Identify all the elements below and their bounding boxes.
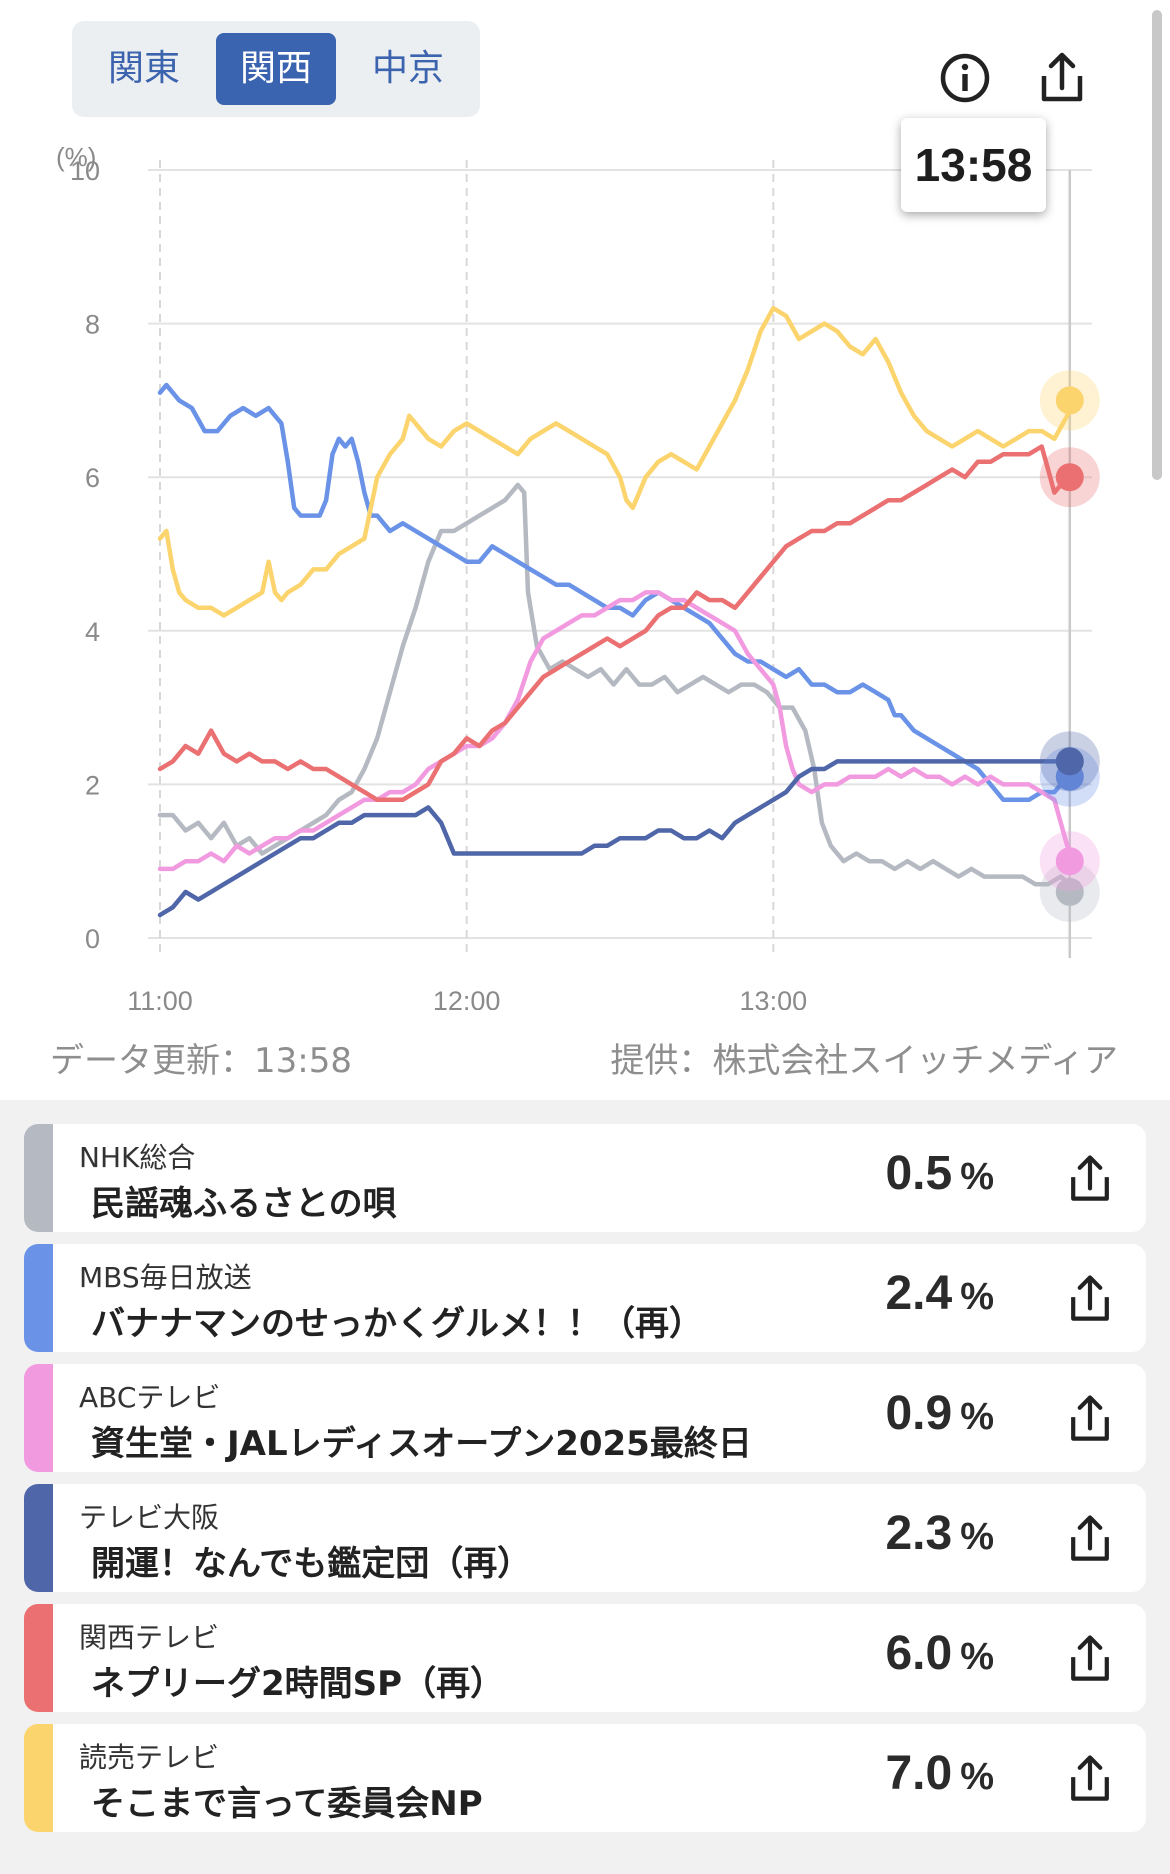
ratings-line-chart: 0 2 4 6 8 10 11:00 12:00 13:00 (%) [56,142,1100,1010]
channel-name: ABCテレビ [79,1381,221,1414]
program-card-ktv[interactable]: 関西テレビ ネプリーグ2時間SP（再） 6.0% [24,1604,1146,1712]
channel-color-bar [24,1364,53,1472]
tab-kanto[interactable]: 関東 [107,48,180,89]
series-end-dot-2 [1055,847,1084,876]
share-icon[interactable] [1062,1271,1118,1327]
x-tick-label: 11:00 [127,986,193,1010]
channel-color-bar [24,1244,53,1352]
program-card-tvo[interactable]: テレビ大阪 開運！なんでも鑑定団（再） 2.3% [24,1484,1146,1592]
series-line-3 [157,759,1080,918]
share-icon[interactable] [1062,1391,1118,1447]
channel-color-bar [24,1724,53,1832]
program-card-mbs[interactable]: MBS毎日放送 バナナマンのせっかくグルメ！！（再） 2.4% [24,1244,1146,1352]
program-title: バナナマンのせっかくグルメ！！（再） [91,1304,703,1344]
channel-color-bar [24,1604,53,1712]
y-tick-label: 2 [85,770,100,800]
series-line-2 [157,590,1080,872]
share-icon[interactable] [1062,1511,1118,1567]
channel-color-bar [24,1484,53,1592]
program-title: そこまで言って委員会NP [91,1784,483,1824]
channel-name: テレビ大阪 [79,1501,220,1534]
program-card-ytv[interactable]: 読売テレビ そこまで言って委員会NP 7.0% [24,1724,1146,1832]
chart-grid: 0 2 4 6 8 10 11:00 12:00 13:00 [70,156,1092,1010]
rating-value: 2.4% [885,1267,994,1320]
series-end-dot-3 [1055,747,1084,776]
program-title: 資生堂・JALレディスオープン2025最終日 [91,1424,752,1464]
series-end-dot-0 [1055,877,1084,906]
program-card-nhk[interactable]: NHK総合 民謡魂ふるさとの唄 0.5% [24,1124,1146,1232]
rating-value: 6.0% [885,1627,994,1680]
y-tick-label: 6 [85,463,100,493]
x-tick-label: 13:00 [740,986,808,1010]
series-line-0 [157,482,1080,895]
channel-name: NHK総合 [79,1141,196,1174]
scrollbar[interactable] [1152,10,1162,480]
y-unit-label: (%) [56,142,96,172]
x-tick-label: 12:00 [433,986,501,1010]
program-title: 開運！なんでも鑑定団（再） [91,1544,532,1584]
time-tooltip: 13:58 [901,118,1046,212]
data-updated-label: データ更新：13:58 [50,1041,352,1081]
series-end-dot-4 [1055,463,1084,492]
series-line-1 [157,382,1080,803]
tab-kansai[interactable]: 関西 [216,33,336,105]
series-line-4 [157,444,1080,803]
channel-color-bar [24,1124,53,1232]
program-card-abc[interactable]: ABCテレビ 資生堂・JALレディスオープン2025最終日 0.9% [24,1364,1146,1472]
rating-value: 2.3% [885,1507,994,1560]
y-tick-label: 0 [85,924,100,954]
series-line-5 [157,305,1080,618]
rating-value: 0.5% [885,1147,994,1200]
share-icon[interactable] [1062,1751,1118,1807]
region-tabs: 関東 関西 中京 [72,21,480,117]
share-icon[interactable] [1062,1631,1118,1687]
channel-name: 関西テレビ [79,1621,220,1654]
channel-name: 読売テレビ [79,1741,220,1774]
y-tick-label: 8 [85,310,100,340]
data-source-label: 提供：株式会社スイッチメディア [610,1041,1118,1081]
share-icon[interactable] [1032,48,1092,108]
y-tick-label: 4 [85,617,100,647]
rating-value: 0.9% [885,1387,994,1440]
share-icon[interactable] [1062,1151,1118,1207]
program-title: ネプリーグ2時間SP（再） [91,1664,505,1704]
info-circle-icon[interactable] [935,48,995,108]
tab-chukyo[interactable]: 中京 [371,48,444,89]
y-tick-label: 10 [70,156,100,186]
channel-name: MBS毎日放送 [79,1261,252,1294]
series-end-dot-5 [1055,386,1084,415]
program-title: 民謡魂ふるさとの唄 [91,1184,397,1224]
rating-value: 7.0% [885,1747,994,1800]
